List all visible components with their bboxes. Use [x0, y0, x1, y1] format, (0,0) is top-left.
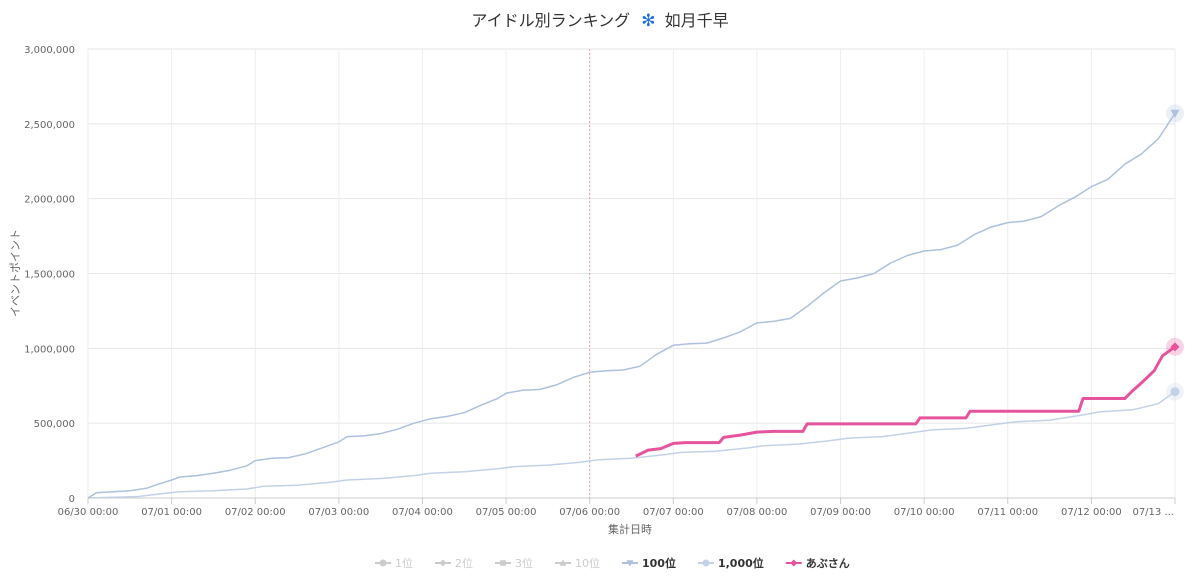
y-axis-title: イベントポイント [9, 229, 22, 317]
legend-marker [790, 559, 798, 567]
x-tick-label: 07/02 00:00 [225, 507, 286, 518]
legend-marker [559, 559, 567, 566]
legend-item[interactable]: あぶさん [785, 557, 850, 570]
x-tick-label: 07/06 00:00 [559, 507, 620, 518]
x-axis-title: 集計日時 [608, 522, 652, 536]
legend-label: 100位 [642, 556, 676, 570]
x-tick-label: 07/01 00:00 [141, 507, 202, 518]
legend-marker [702, 559, 710, 567]
x-tick-label: 07/04 00:00 [392, 507, 453, 518]
legend-label: 1,000位 [718, 556, 764, 570]
legend-label: 2位 [455, 556, 473, 570]
x-tick-label: 07/11 00:00 [977, 507, 1038, 518]
y-tick-label: 1,500,000 [24, 270, 75, 281]
legend-marker [626, 560, 634, 567]
legend-marker [500, 560, 506, 566]
legend-label: あぶさん [806, 557, 850, 570]
series-6 [635, 337, 1184, 458]
series-5 [87, 382, 1184, 499]
y-tick-label: 500,000 [34, 419, 75, 430]
svg-text:アイドル別ランキング ✻ 如月千早: アイドル別ランキング ✻ 如月千早 [471, 11, 728, 31]
legend-label: 10位 [575, 556, 600, 570]
legend-marker [379, 559, 387, 567]
legend-item[interactable]: 100位 [622, 556, 676, 570]
chart-title-text: アイドル別ランキング [471, 11, 630, 30]
series-layer [87, 104, 1184, 499]
y-tick-label: 2,500,000 [24, 120, 75, 131]
legend-item[interactable]: 2位 [435, 556, 473, 570]
chart-title: アイドル別ランキング ✻ 如月千早 [471, 11, 728, 31]
series-end-marker [1170, 109, 1180, 118]
x-tick-label: 07/08 00:00 [727, 507, 788, 518]
y-tick-label: 1,000,000 [24, 344, 75, 355]
x-tick-label: 07/10 00:00 [894, 507, 955, 518]
legend-item[interactable]: 1位 [375, 556, 413, 570]
series-line [87, 112, 1176, 499]
grid [87, 48, 1176, 499]
x-tick-label: 07/12 00:00 [1061, 507, 1122, 518]
y-tick-label: 2,000,000 [24, 195, 75, 206]
y-tick-label: 3,000,000 [24, 45, 75, 56]
snowflake-icon: ✻ [641, 11, 655, 31]
y-axis-ticks: 0 500,000 1,000,000 1,500,000 2,000,000 2,500… [24, 45, 75, 505]
series-4 [87, 104, 1184, 499]
x-tick-label: 07/05 00:00 [476, 507, 537, 518]
legend-item[interactable]: 3位 [495, 556, 533, 570]
chart-title-name: 如月千早 [665, 11, 729, 30]
legend-label: 1位 [395, 556, 413, 570]
series-end-marker [1170, 342, 1180, 352]
legend-item[interactable]: 1,000位 [697, 556, 764, 570]
x-axis-ticks: 06/30 00:00 07/01 00:00 07/02 00:00 07/03 0… [58, 498, 1176, 518]
series-line [87, 391, 1176, 499]
series-line [635, 345, 1176, 458]
x-tick-label: 07/03 00:00 [308, 507, 369, 518]
x-tick-label: 07/09 00:00 [810, 507, 871, 518]
y-tick-label: 0 [69, 494, 75, 505]
series-end-marker [1170, 387, 1180, 397]
legend-label: 3位 [515, 556, 533, 570]
x-tick-label: 07/07 00:00 [643, 507, 704, 518]
x-tick-label: 06/30 00:00 [58, 507, 119, 518]
legend: 1位 2位 3位 10位 100位 1,000位 あぶさん [375, 556, 850, 570]
legend-item[interactable]: 10位 [555, 556, 600, 570]
legend-marker [439, 559, 447, 567]
x-tick-label: 07/13 ... [1132, 507, 1174, 518]
